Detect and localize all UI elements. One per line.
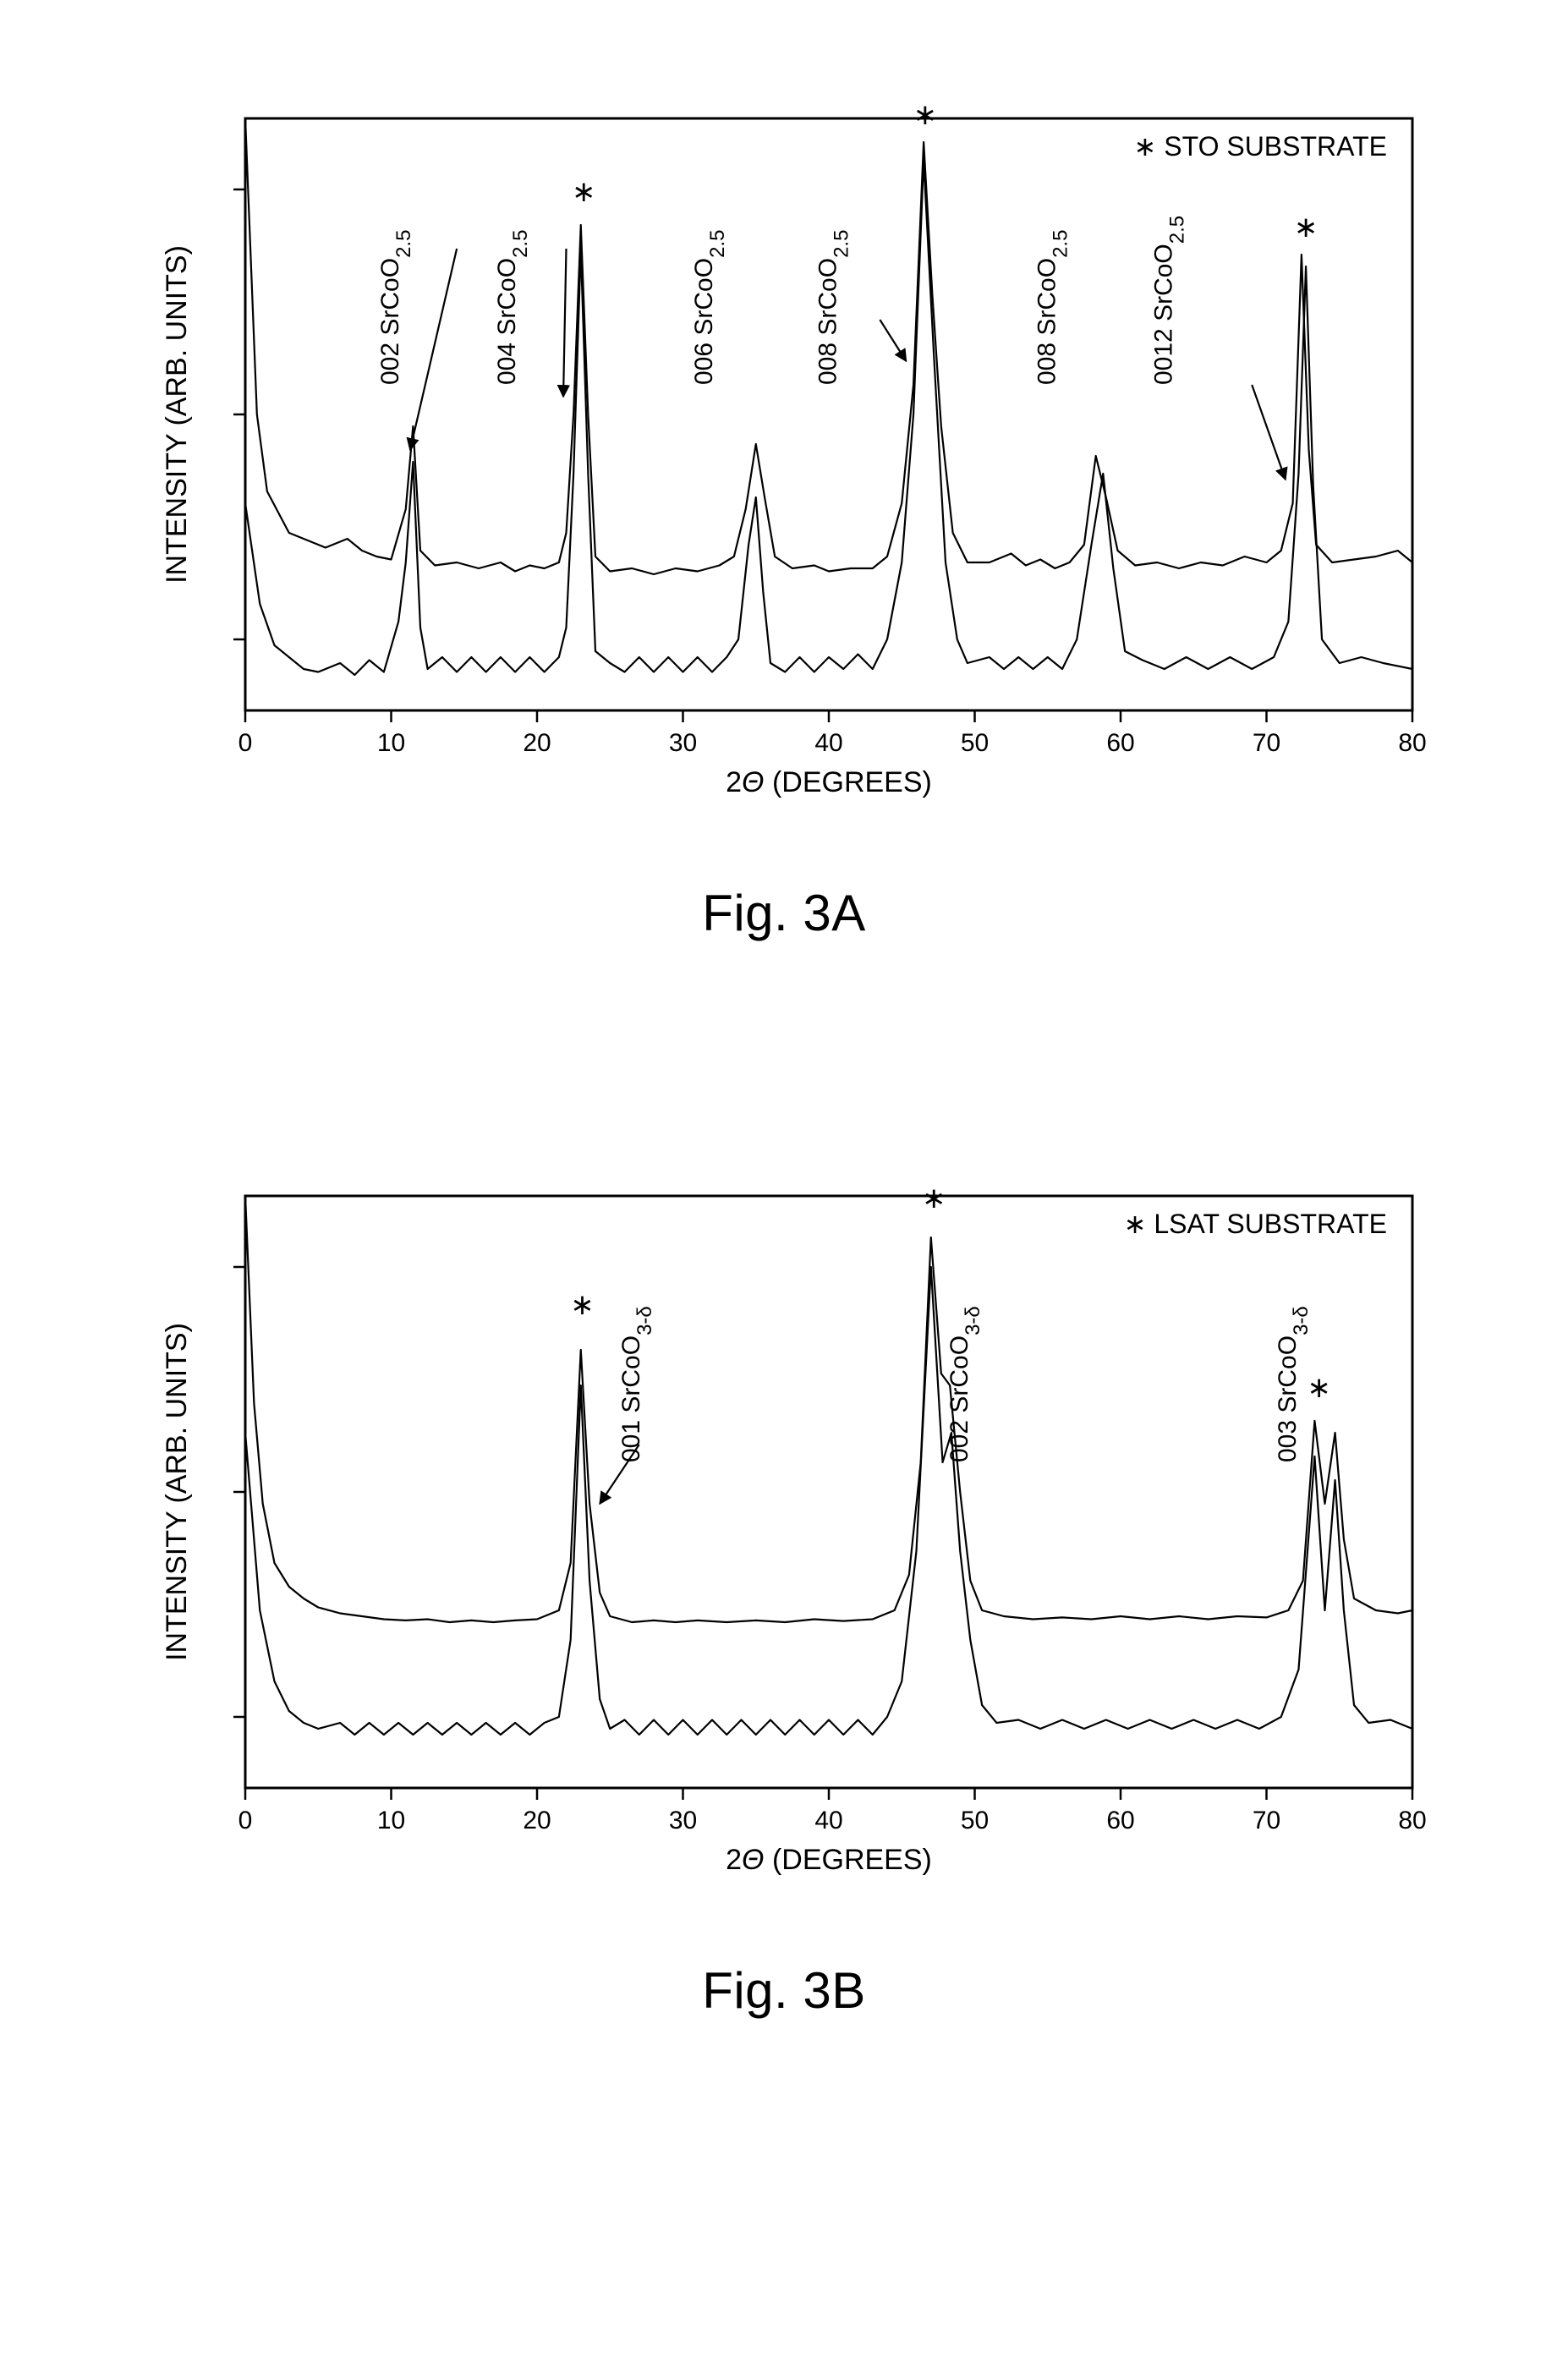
chart-b-trace-upper — [245, 1196, 1412, 1622]
chart-a-star-mark: ∗ — [913, 101, 938, 131]
chart-b-xtick-label: 60 — [1106, 1807, 1134, 1834]
svg-text:008 SrCoO2.5: 008 SrCoO2.5 — [1033, 230, 1072, 385]
chart-a-peak-arrow — [1252, 385, 1286, 480]
chart-a-xtick-label: 50 — [961, 729, 989, 757]
chart-a-xtick-label: 10 — [377, 729, 405, 757]
chart-a-xtick-label: 40 — [814, 729, 842, 757]
chart-b-star-mark: ∗ — [1307, 1372, 1331, 1404]
chart-b-xtick-label: 40 — [814, 1807, 842, 1834]
chart-a-xtick-label: 20 — [523, 729, 551, 757]
chart-b-xtick-label: 10 — [377, 1807, 405, 1834]
figure-3a: 0 10 20 30 40 50 60 70 80 2Θ (DEGREES) INTENSITY (… — [135, 101, 1433, 942]
svg-text:008 SrCoO2.5: 008 SrCoO2.5 — [814, 230, 853, 385]
chart-b-xlabel: 2Θ (DEGREES) — [726, 1844, 932, 1876]
chart-b-svg: 0 10 20 30 40 50 60 70 80 2Θ (DEGREES) INTENSITY (… — [135, 1179, 1463, 1881]
chart-a-peak-arrow — [563, 249, 566, 397]
chart-a-xlabel: 2Θ (DEGREES) — [726, 766, 932, 798]
chart-b-xtick-label: 30 — [669, 1807, 697, 1834]
chart-b-xtick-label: 70 — [1253, 1807, 1280, 1834]
chart-b-legend: ∗ LSAT SUBSTRATE — [1124, 1209, 1387, 1239]
chart-a-peak-label: 008 SrCoO2.5 — [814, 230, 853, 385]
chart-a-star-mark: ∗ — [572, 176, 596, 208]
svg-text:0012 SrCoO2.5: 0012 SrCoO2.5 — [1149, 216, 1188, 385]
chart-a-xtick-label: 80 — [1398, 729, 1426, 757]
figure-3b: 0 10 20 30 40 50 60 70 80 2Θ (DEGREES) INTENSITY (… — [135, 1179, 1433, 2020]
chart-b-trace-lower — [245, 1267, 1412, 1735]
chart-b-ylabel: INTENSITY (ARB. UNITS) — [161, 1323, 193, 1661]
chart-a-xtick-label: 70 — [1253, 729, 1280, 757]
svg-text:002 SrCoO3-δ: 002 SrCoO3-δ — [946, 1306, 984, 1462]
chart-b-xtick-label: 80 — [1398, 1807, 1426, 1834]
chart-3b: 0 10 20 30 40 50 60 70 80 2Θ (DEGREES) INTENSITY (… — [135, 1179, 1463, 1885]
chart-a-star-mark: ∗ — [1294, 211, 1319, 244]
chart-b-peak-label: 001 SrCoO3-δ — [617, 1306, 656, 1462]
chart-a-xtick-label: 0 — [238, 729, 253, 757]
chart-a-peak-label: 004 SrCoO2.5 — [493, 230, 532, 385]
chart-a-legend: ∗ STO SUBSTRATE — [1134, 131, 1387, 162]
chart-a-peak-arrow — [880, 320, 906, 361]
svg-text:002 SrCoO2.5: 002 SrCoO2.5 — [376, 230, 415, 385]
chart-b-plot-border — [245, 1196, 1412, 1788]
caption-3a: Fig. 3A — [135, 884, 1433, 942]
svg-text:001 SrCoO3-δ: 001 SrCoO3-δ — [617, 1306, 656, 1462]
chart-b-xtick-label: 50 — [961, 1807, 989, 1834]
chart-a-svg: 0 10 20 30 40 50 60 70 80 2Θ (DEGREES) INTENSITY (… — [135, 101, 1463, 803]
svg-text:006 SrCoO2.5: 006 SrCoO2.5 — [690, 230, 729, 385]
chart-a-xtick-label: 30 — [669, 729, 697, 757]
svg-text:004 SrCoO2.5: 004 SrCoO2.5 — [493, 230, 532, 385]
chart-b-peak-label: 002 SrCoO3-δ — [946, 1306, 984, 1462]
caption-3b: Fig. 3B — [135, 1961, 1433, 2020]
chart-a-peak-arrow — [410, 249, 457, 450]
chart-b-xtick-label: 20 — [523, 1807, 551, 1834]
chart-b-xtick-label: 0 — [238, 1807, 253, 1834]
chart-a-peak-label: 0012 SrCoO2.5 — [1149, 216, 1188, 385]
chart-a-ylabel: INTENSITY (ARB. UNITS) — [161, 245, 193, 584]
chart-b-star-mark: ∗ — [570, 1289, 595, 1321]
chart-b-star-mark: ∗ — [922, 1182, 946, 1215]
chart-a-peak-label: 006 SrCoO2.5 — [690, 230, 729, 385]
chart-3a: 0 10 20 30 40 50 60 70 80 2Θ (DEGREES) INTENSITY (… — [135, 101, 1463, 808]
chart-a-peak-label: 002 SrCoO2.5 — [376, 230, 415, 385]
chart-a-xtick-label: 60 — [1106, 729, 1134, 757]
chart-a-peak-label: 008 SrCoO2.5 — [1033, 230, 1072, 385]
chart-a-trace-lower — [245, 160, 1412, 675]
